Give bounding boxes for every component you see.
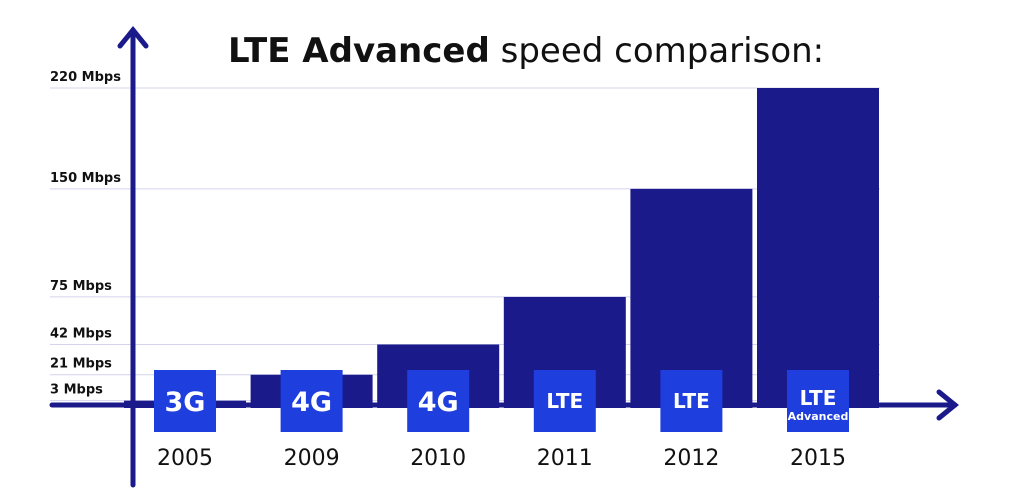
grid: 3 Mbps 21 Mbps 42 Mbps 75 Mbps 150 Mbps 220 M… [50,70,880,402]
title-bold: LTE Advanced [228,31,490,71]
y-tick-label: 75 Mbps [50,279,112,294]
y-tick-label: 150 Mbps [50,171,121,186]
badge-sublabel: Advanced [788,410,849,423]
x-tick-label: 2009 [284,446,340,471]
badge-label: LTE [800,386,837,410]
x-tick-label: 2011 [537,446,593,471]
x-tick-label: 2015 [790,446,846,471]
badge-label: LTE [673,389,710,413]
y-tick-label: 220 Mbps [50,70,121,85]
badge-label: LTE [546,389,583,413]
chart-title: LTE Advanced speed comparison: [228,31,824,71]
bars [124,88,879,408]
y-tick-label: 42 Mbps [50,326,112,341]
badge-label: 4G [418,387,459,418]
badge-label: 3G [165,387,206,418]
badge [660,370,723,432]
badge-label: 4G [291,387,332,418]
badges: 20053G20094G20104G2011LTE2012LTE2015LTEA… [154,370,849,471]
title-rest: speed comparison: [501,31,825,71]
y-axis-arrow [117,26,149,49]
bar [757,88,879,408]
y-tick-label: 3 Mbps [50,383,103,398]
badge [533,370,596,432]
x-tick-label: 2012 [663,446,719,471]
x-tick-label: 2005 [157,446,213,471]
badge [280,370,343,432]
y-tick-label: 21 Mbps [50,357,112,372]
badge [407,370,470,432]
badge [154,370,216,432]
x-axis-arrow [936,389,959,421]
badge [787,370,849,432]
x-tick-label: 2010 [410,446,466,471]
